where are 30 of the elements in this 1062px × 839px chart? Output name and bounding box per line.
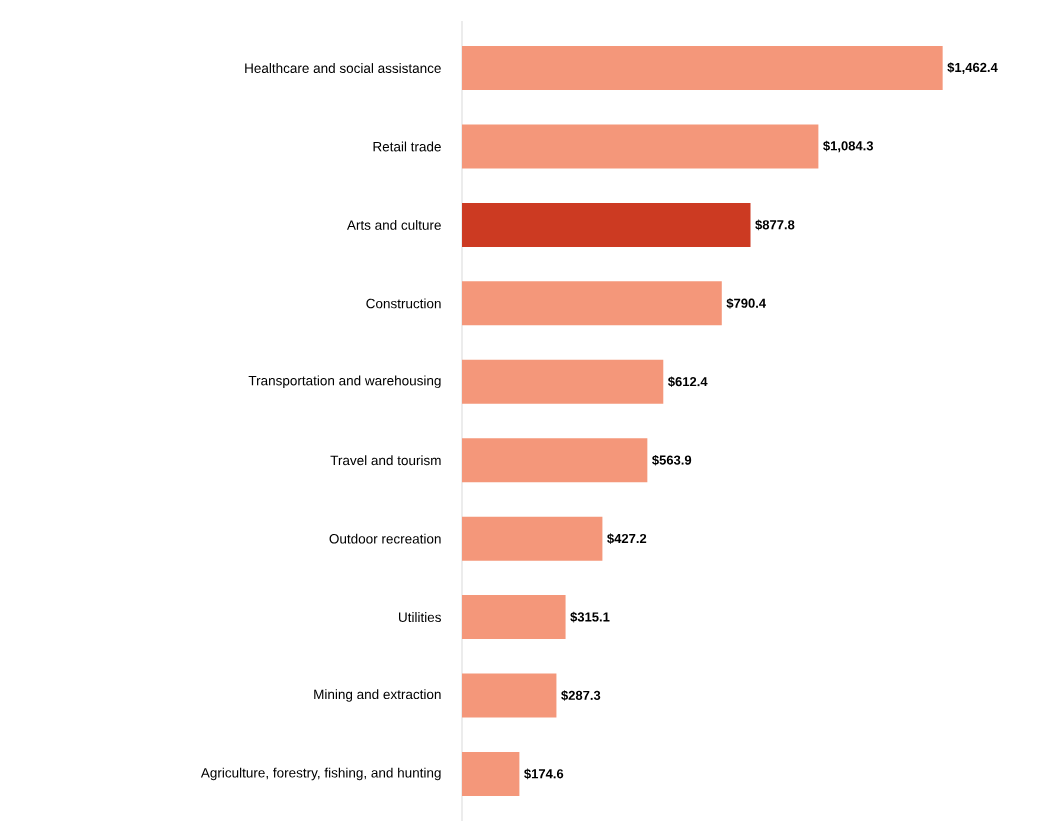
data-label: $287.3 xyxy=(561,690,601,701)
data-label: $612.4 xyxy=(667,376,708,388)
y-tick-label: Agriculture, forestry, fishing, and hunting xyxy=(200,767,441,781)
data-label: $1,462.4 xyxy=(947,62,998,74)
data-label: $563.9 xyxy=(652,454,692,466)
y-tick-label: Utilities xyxy=(399,612,441,623)
bar xyxy=(462,202,751,247)
y-tick-label: Mining and extraction xyxy=(314,689,441,702)
bar xyxy=(462,751,520,796)
bar xyxy=(462,595,566,640)
bar xyxy=(462,46,943,91)
bar xyxy=(462,124,819,169)
y-tick-label: Retail trade xyxy=(373,141,441,152)
y-tick-label: Arts and culture xyxy=(346,219,441,230)
y-tick-label: Healthcare and social assistance xyxy=(245,63,441,74)
data-label: $427.2 xyxy=(607,533,647,544)
y-tick-label: Construction xyxy=(366,298,441,309)
bar xyxy=(462,438,648,483)
y-tick-label: Transportation and warehousing xyxy=(248,375,441,389)
bar xyxy=(462,281,722,326)
data-label: $1,084.3 xyxy=(823,140,874,153)
data-label: $315.1 xyxy=(570,611,610,623)
bar xyxy=(462,673,557,718)
bar xyxy=(462,516,603,561)
y-tick-label: Travel and tourism xyxy=(330,455,441,466)
data-label: $174.6 xyxy=(524,768,564,780)
data-label: $877.8 xyxy=(755,219,795,231)
bar xyxy=(462,359,664,404)
y-tick-label: Outdoor recreation xyxy=(329,533,441,544)
data-label: $790.4 xyxy=(726,298,766,309)
